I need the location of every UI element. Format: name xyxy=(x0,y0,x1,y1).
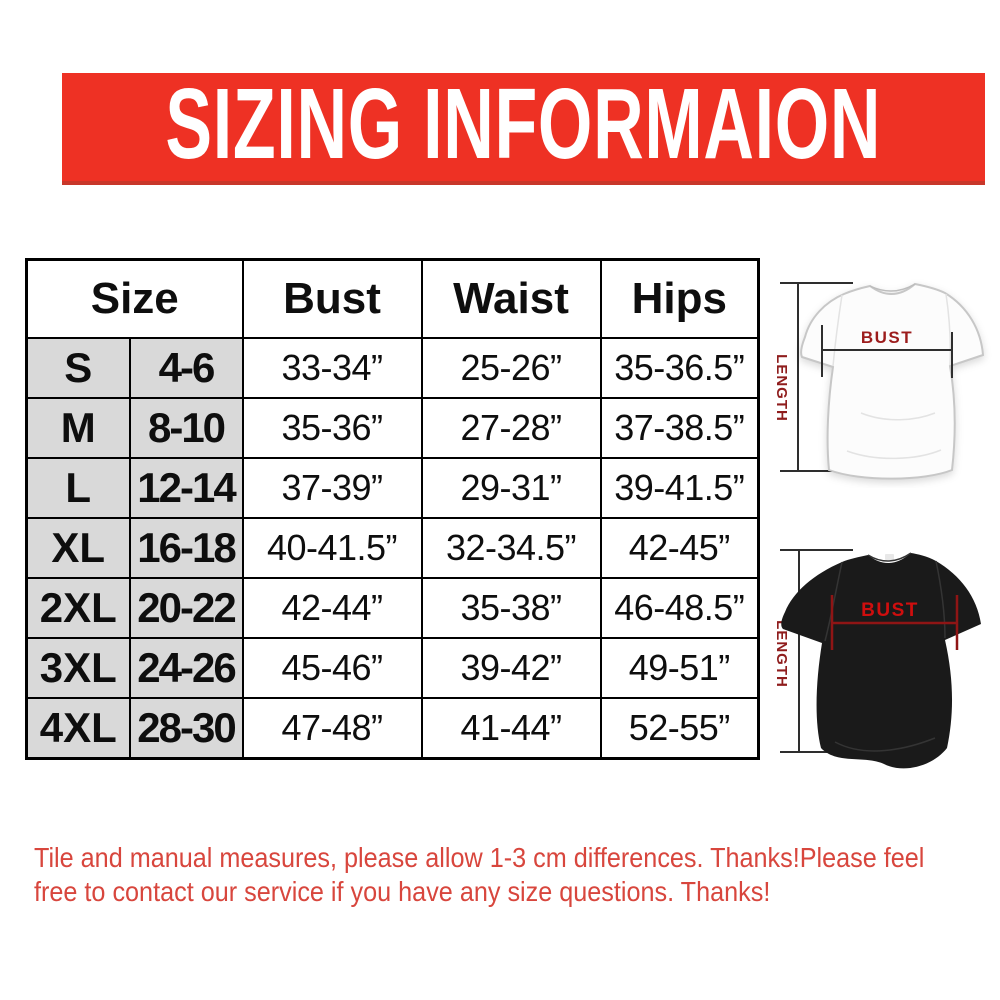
range-cell: 24-26 xyxy=(128,637,244,699)
white-shirt-diagram: LENGTH BUST xyxy=(773,282,985,480)
range-cell: 28-30 xyxy=(128,697,244,760)
black-shirt-diagram: LENGTH BUST xyxy=(773,549,981,769)
size-cell: XL xyxy=(25,517,131,579)
bust-label: BUST xyxy=(861,600,919,621)
black-tshirt-graphic xyxy=(781,552,981,769)
range-cell: 16-18 xyxy=(128,517,244,579)
length-label: LENGTH xyxy=(773,354,790,422)
size-row: S 4-6 33-34” 25-26” 35-36.5” xyxy=(25,337,760,399)
waist-cell: 27-28” xyxy=(420,397,602,459)
bust-cell: 47-48” xyxy=(241,697,423,760)
white-tshirt-body xyxy=(800,282,985,480)
header-hips: Hips xyxy=(599,258,760,339)
size-cell: M xyxy=(25,397,131,459)
range-cell: 8-10 xyxy=(128,397,244,459)
range-cell: 4-6 xyxy=(128,337,244,399)
size-cell: S xyxy=(25,337,131,399)
header-size: Size xyxy=(25,258,244,339)
length-label: LENGTH xyxy=(773,620,790,688)
hips-cell: 46-48.5” xyxy=(599,577,760,639)
header-waist: Waist xyxy=(420,258,602,339)
range-cell: 20-22 xyxy=(128,577,244,639)
white-tshirt-graphic xyxy=(800,282,985,480)
waist-cell: 39-42” xyxy=(420,637,602,699)
hips-cell: 52-55” xyxy=(599,697,760,760)
bust-measure-line xyxy=(830,595,959,650)
note-line-2: free to contact our service if you have … xyxy=(34,876,771,907)
black-tshirt-folds xyxy=(824,552,946,752)
size-table: Size Bust Waist Hips S 4-6 33-34” 25-26” 35-… xyxy=(25,258,760,760)
note-text: Tile and manual measures, please allow 1… xyxy=(34,841,924,909)
bust-cell: 45-46” xyxy=(241,637,423,699)
white-tshirt-collar xyxy=(869,283,916,292)
note-line-1: Tile and manual measures, please allow 1… xyxy=(34,842,925,873)
size-row: 2XL 20-22 42-44” 35-38” 46-48.5” xyxy=(25,577,760,639)
size-row: M 8-10 35-36” 27-28” 37-38.5” xyxy=(25,397,760,459)
bust-cell: 42-44” xyxy=(241,577,423,639)
hips-cell: 39-41.5” xyxy=(599,457,760,519)
size-row: XL 16-18 40-41.5” 32-34.5” 42-45” xyxy=(25,517,760,579)
title-banner: SIZING INFORMAION xyxy=(62,73,985,185)
bust-measure-line xyxy=(821,325,953,378)
size-row: 4XL 28-30 47-48” 41-44” 52-55” xyxy=(25,697,760,760)
table-header-row: Size Bust Waist Hips xyxy=(25,258,760,339)
range-cell: 12-14 xyxy=(128,457,244,519)
waist-cell: 41-44” xyxy=(420,697,602,760)
size-cell: 4XL xyxy=(25,697,131,760)
bust-cell: 33-34” xyxy=(241,337,423,399)
header-bust: Bust xyxy=(241,258,423,339)
black-tshirt-body xyxy=(781,553,981,769)
size-cell: L xyxy=(25,457,131,519)
hips-cell: 35-36.5” xyxy=(599,337,760,399)
bust-cell: 35-36” xyxy=(241,397,423,459)
waist-cell: 35-38” xyxy=(420,577,602,639)
hips-cell: 42-45” xyxy=(599,517,760,579)
size-row: 3XL 24-26 45-46” 39-42” 49-51” xyxy=(25,637,760,699)
hips-cell: 49-51” xyxy=(599,637,760,699)
hips-cell: 37-38.5” xyxy=(599,397,760,459)
black-tshirt-neck-tag xyxy=(885,554,894,560)
bust-cell: 37-39” xyxy=(241,457,423,519)
bust-cell: 40-41.5” xyxy=(241,517,423,579)
waist-cell: 32-34.5” xyxy=(420,517,602,579)
waist-cell: 29-31” xyxy=(420,457,602,519)
page-title: SIZING INFORMAION xyxy=(165,68,882,180)
bust-label: BUST xyxy=(861,328,913,347)
waist-cell: 25-26” xyxy=(420,337,602,399)
white-tshirt-folds xyxy=(832,293,952,460)
size-cell: 2XL xyxy=(25,577,131,639)
size-row: L 12-14 37-39” 29-31” 39-41.5” xyxy=(25,457,760,519)
size-cell: 3XL xyxy=(25,637,131,699)
